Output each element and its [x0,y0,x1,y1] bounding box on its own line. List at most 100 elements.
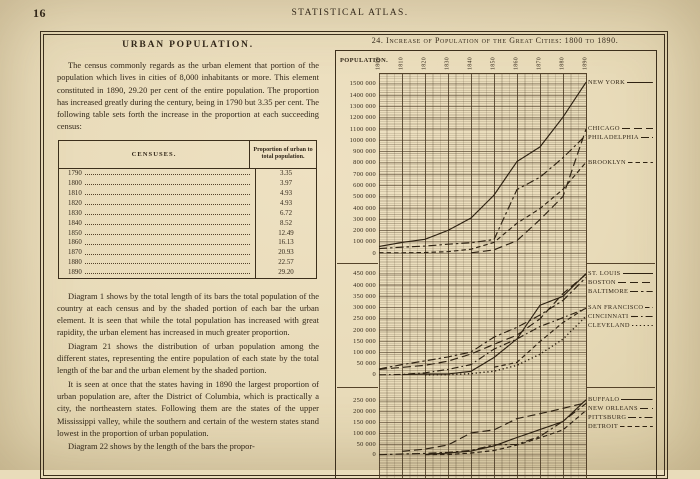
table-row: 1820 4.93 [59,198,316,209]
legend-line-sample [630,290,653,292]
y-axis-tick: 200 000 [353,326,376,334]
dotted-leader [84,219,250,225]
legend-city-label: NEW YORK [588,78,626,86]
legend-item: PHILADELPHIA [588,134,653,142]
series-line-st-louis [401,273,587,376]
census-year: 1810 [68,190,82,197]
y-axis-tick: 100 000 [353,238,376,246]
y-axis-tick: 1200 000 [349,114,376,122]
table-row: 1790 3.35 [59,168,316,179]
census-year: 1820 [68,199,82,207]
paragraph-states: It is seen at once that the states havin… [57,378,319,438]
legend-city-label: BOSTON [588,278,616,286]
series-line-chicago [470,129,587,254]
y-axis-tick: 150 000 [353,419,376,426]
legend-line-sample [621,128,653,130]
y-axis-tick: 400 000 [353,204,376,212]
legend-item: SAN FRANCISCO [588,304,654,312]
proportion-value: 4.93 [255,198,316,209]
dotted-leader [84,170,250,176]
y-axis-tick: 1300 000 [349,102,376,110]
legend-line-sample [631,325,653,327]
proportion-value: 8.52 [255,218,316,229]
table-row: 1870 20.93 [59,247,316,258]
series-line-buffalo [424,399,587,456]
y-axis-tick: 200 000 [353,227,376,235]
year-label: 1850 [490,57,497,70]
census-year: 1850 [68,229,82,237]
y-axis-tick: 300 000 [353,215,376,223]
y-axis-tick: 250 000 [353,397,376,405]
census-year: 1880 [68,259,82,267]
proportion-value: 6.72 [255,208,316,219]
y-axis-tick: 50 000 [356,440,376,448]
series-line-baltimore [378,277,587,370]
legend-item: BOSTON [588,278,653,286]
legend-item: CHICAGO [588,125,653,133]
year-label: 1840 [467,57,474,70]
legend-item: PITTSBURG [588,414,653,422]
y-axis-tick: 50 000 [356,360,376,368]
census-year: 1860 [68,239,82,247]
legend-line-sample [621,399,653,401]
y-axis-tick: 200 000 [353,408,376,416]
legend-city-label: PITTSBURG [588,414,627,422]
scale-separator-right-1 [587,263,655,264]
census-table: CENSUSES. Proportion of urban to total p… [58,139,317,279]
page-number: 16 [33,6,46,20]
paragraph-diagram-22: Diagram 22 shows by the length of the ba… [68,441,255,452]
series-line-boston [378,273,587,370]
y-axis-tick: 300 000 [353,304,376,312]
y-axis-tick: 1400 000 [349,91,376,99]
legend-item: DETROIT [588,423,653,431]
dotted-leader [84,249,250,255]
y-axis-tick: 0 [372,249,376,257]
legend-line-sample [628,161,653,163]
dotted-leader [84,180,250,186]
legend-line-sample [622,272,653,274]
legend-city-label: CLEVELAND [588,322,630,330]
legend-item: NEW ORLEANS [588,405,653,413]
y-axis-tick: 350 000 [353,292,376,300]
legend-city-label: CINCINNATI [588,313,629,321]
year-label: 1810 [398,57,405,70]
year-label: 1830 [444,57,451,70]
census-table-body: 1790 3.35 1800 3.97 1810 4.93 1820 4.93 1830 6.72… [59,168,316,278]
legend-city-label: SAN FRANCISCO [588,304,644,312]
year-label: 1870 [536,57,543,70]
y-axis-tick: 0 [372,451,376,459]
article-title: URBAN POPULATION. [122,40,254,50]
legend-city-label: BUFFALO [588,396,620,404]
series-line-new-orleans [401,402,587,452]
legend-item: CINCINNATI [588,313,653,321]
legend-item: NEW YORK [588,78,653,86]
proportion-value: 3.35 [255,168,316,179]
dotted-leader [84,259,250,265]
dotted-leader [84,269,250,275]
paragraph-intro: The census commonly regards as the urban… [57,60,319,132]
year-label: 1820 [421,57,428,70]
legend-item: BALTIMORE [588,287,653,295]
legend-line-sample [640,137,653,139]
table-row: 1860 16.13 [59,238,316,248]
y-axis-tick: 1000 000 [349,136,376,144]
scale-separator-right-2 [587,387,655,388]
legend-city-label: NEW ORLEANS [588,405,638,413]
series-line-cincinnati [378,307,587,376]
series-line-detroit [424,410,587,456]
proportion-value: 29.20 [255,267,316,278]
legend-line-sample [639,408,653,410]
legend-city-label: BROOKLYN [588,158,627,166]
table-header-censuses: CENSUSES. [131,150,177,158]
proportion-value: 12.49 [255,228,316,239]
legend-line-sample [627,81,653,83]
legend-city-label: CHICAGO [588,125,620,133]
legend-city-label: PHILADELPHIA [588,134,639,142]
y-axis-tick: 250 000 [353,315,376,323]
table-row: 1800 3.97 [59,178,316,189]
census-year: 1790 [68,170,82,178]
year-label: 1890 [582,57,589,70]
y-axis-tick: 1500 000 [349,80,376,88]
chart-lines [378,81,587,456]
table-row: 1850 12.49 [59,228,316,239]
